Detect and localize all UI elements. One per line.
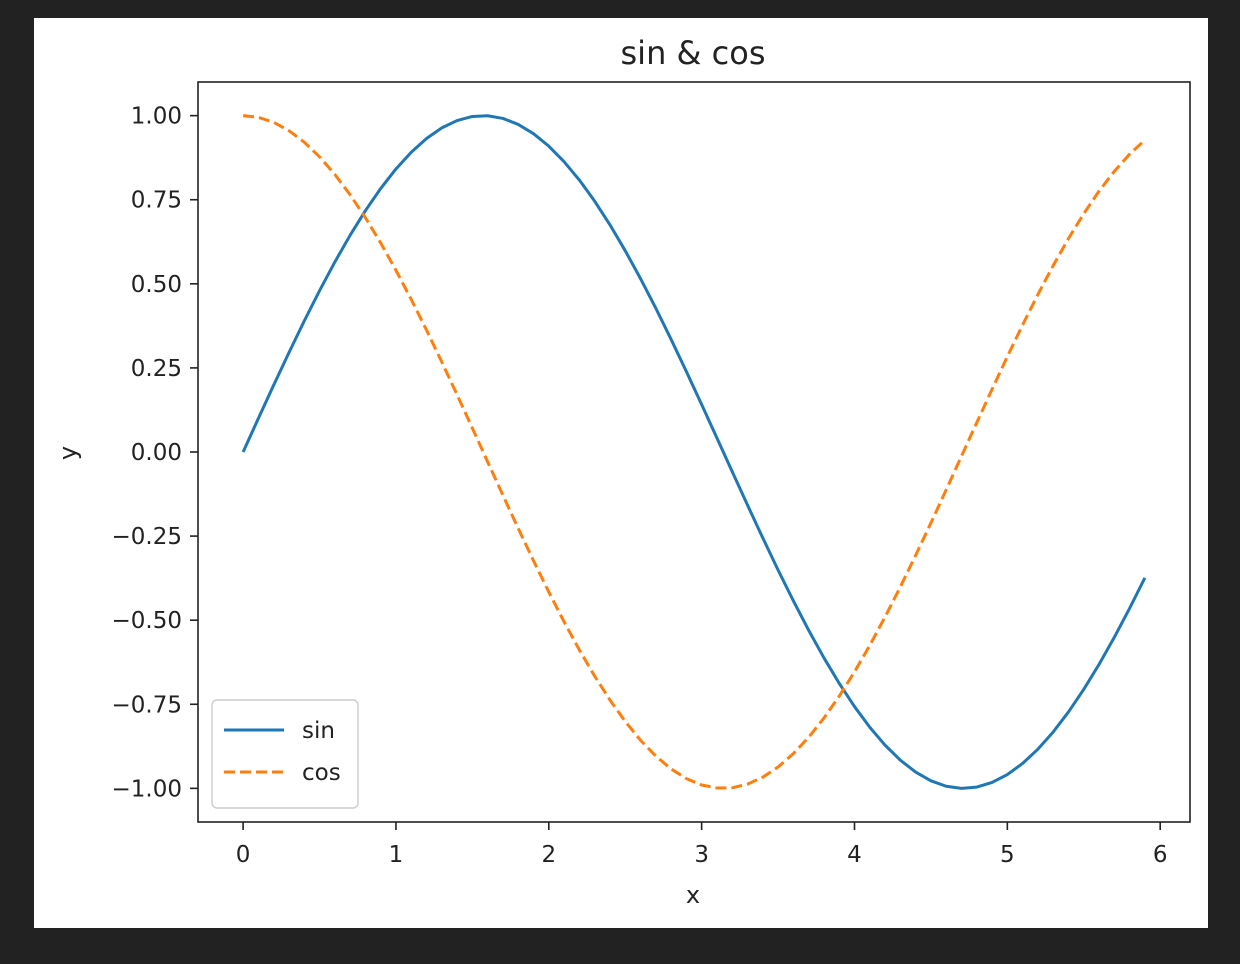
legend-box [211, 699, 359, 809]
x-tick-label: 6 [1153, 842, 1168, 868]
series-line-cos [242, 114, 1146, 790]
series-layer [241, 114, 1147, 790]
x-axis-label: x [686, 881, 700, 909]
y-tick-label: −0.50 [112, 608, 182, 634]
chart: sin & cos x y 0 1 2 3 4 5 6 −1.00 −0.75 −0.50 −0.2… [54, 34, 1191, 909]
ticks-layer: 0 1 2 3 4 5 6 −1.00 −0.75 −0.50 −0.25 0.00 0.25 0.50 0… [112, 104, 1168, 868]
x-tick-label: 2 [541, 842, 556, 868]
y-tick-label: −0.25 [112, 524, 182, 550]
y-tick-label: −1.00 [112, 776, 182, 802]
chart-title: sin & cos [621, 34, 766, 72]
x-tick-label: 4 [847, 842, 862, 868]
y-tick-label: 0.00 [131, 440, 182, 466]
figure-canvas: sin & cos x y 0 1 2 3 4 5 6 −1.00 −0.75 −0.50 −0.2… [34, 18, 1208, 928]
x-tick-label: 5 [1000, 842, 1015, 868]
x-tick-label: 1 [389, 842, 404, 868]
y-tick-label: 0.25 [131, 356, 182, 382]
y-tick-label: 0.75 [131, 188, 182, 214]
y-tick-label: −0.75 [112, 692, 182, 718]
legend-label-cos: cos [302, 760, 341, 786]
x-tick-label: 3 [694, 842, 709, 868]
y-axis-label: y [54, 446, 82, 460]
legend: sin cos [211, 699, 359, 809]
x-tick-label: 0 [236, 842, 251, 868]
plot-area-frame [197, 81, 1191, 823]
y-tick-label: 1.00 [131, 104, 182, 130]
y-tick-label: 0.50 [131, 272, 182, 298]
series-line-sin [241, 114, 1147, 790]
legend-label-sin: sin [302, 718, 335, 744]
